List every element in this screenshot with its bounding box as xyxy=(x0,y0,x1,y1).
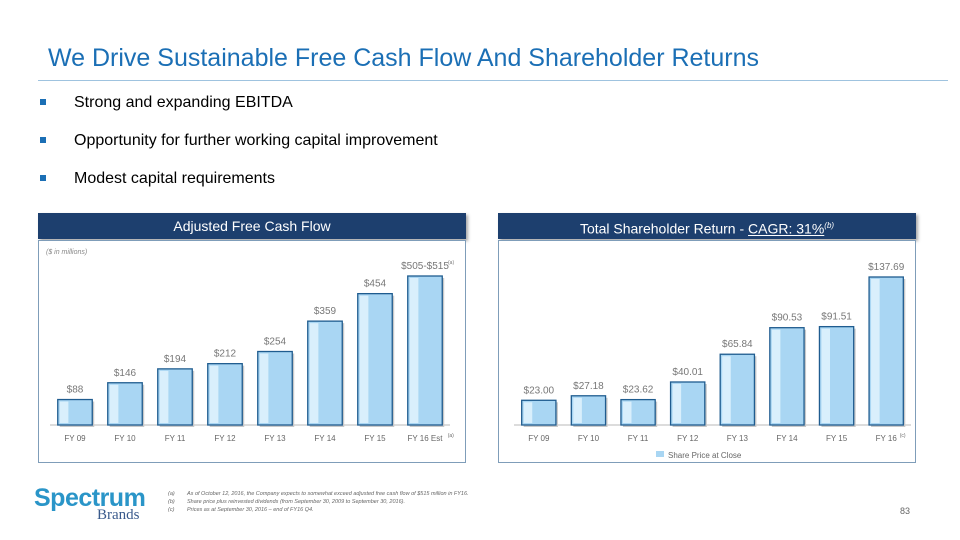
bar-highlight xyxy=(159,370,169,423)
fcf-units-label: ($ in millions) xyxy=(46,249,88,256)
footnote: (b) Share price plus reinvested dividends… xyxy=(168,498,469,506)
bar-highlight xyxy=(722,356,731,423)
bullet-text: Modest capital requirements xyxy=(74,170,275,187)
bullet-text: Strong and expanding EBITDA xyxy=(74,94,293,111)
bar-highlight xyxy=(109,384,119,423)
data-label: $212 xyxy=(214,349,237,360)
spectrum-brands-logo: Spectrum Brands xyxy=(34,484,154,524)
data-label: $137.69 xyxy=(868,262,905,273)
x-tick-label: FY 13 xyxy=(727,434,749,443)
tsr-cagr-label: CAGR: 31% xyxy=(748,220,825,237)
x-tick-note: (a) xyxy=(448,433,454,439)
bullet-list: Strong and expanding EBITDA Opportunity … xyxy=(40,92,438,206)
bar-highlight xyxy=(309,323,319,423)
x-tick-label: FY 16 xyxy=(876,434,898,443)
legend-label: Share Price at Close xyxy=(668,451,742,460)
x-tick-label: FY 14 xyxy=(776,434,798,443)
tsr-panel-header: Total Shareholder Return - CAGR: 31%(b) xyxy=(498,213,916,239)
footnote-text: Prices as at September 30, 2016 – end of… xyxy=(187,507,314,513)
fcf-panel-header: Adjusted Free Cash Flow xyxy=(38,213,466,239)
logo-subtitle: Brands xyxy=(97,507,140,523)
footnote-key: (a) xyxy=(168,491,175,497)
bullet-item: Modest capital requirements xyxy=(40,168,438,206)
bar-highlight xyxy=(523,402,533,423)
footnote-text: Share price plus reinvested dividends (f… xyxy=(187,499,405,505)
data-label: $254 xyxy=(264,337,287,348)
x-tick-label: FY 14 xyxy=(314,434,336,443)
x-tick-label: FY 10 xyxy=(578,434,600,443)
legend-swatch xyxy=(656,451,664,457)
x-tick-note: (c) xyxy=(900,433,906,439)
bullet-square-icon xyxy=(40,175,46,181)
data-label: $65.84 xyxy=(722,339,753,350)
footnote-key: (b) xyxy=(168,499,175,505)
data-label: $146 xyxy=(114,368,137,379)
x-tick-label: FY 15 xyxy=(826,434,848,443)
tsr-chart-panel: $23.00 FY 09 $27.18 FY 10 $23.62 FY 11 $40.01 F… xyxy=(498,240,916,463)
bar-highlight xyxy=(871,279,880,423)
title-divider xyxy=(38,80,948,81)
footnote: (a) As of October 12, 2016, the Company e… xyxy=(168,490,469,498)
footnote: (c) Prices as at September 30, 2016 – end… xyxy=(168,506,469,514)
bar-highlight xyxy=(573,397,582,423)
x-tick-label: FY 11 xyxy=(628,434,649,443)
bullet-square-icon xyxy=(40,137,46,143)
data-label: $88 xyxy=(67,385,84,396)
page-number: 83 xyxy=(900,506,911,516)
x-tick-label: FY 09 xyxy=(528,434,550,443)
data-label: $90.53 xyxy=(772,313,803,324)
fcf-chart-panel: $88 FY 09 $146 FY 10 $194 FY 11 $212 FY 12 $254 F… xyxy=(38,240,466,463)
x-tick-label: FY 13 xyxy=(264,434,286,443)
data-label: $454 xyxy=(364,279,387,290)
data-label: $91.51 xyxy=(821,312,852,323)
data-label: $359 xyxy=(314,306,337,317)
footnotes: (a) As of October 12, 2016, the Company e… xyxy=(168,490,469,514)
fcf-bar-chart: $88 FY 09 $146 FY 10 $194 FY 11 $212 FY 12 $254 F… xyxy=(50,260,454,443)
x-tick-label: FY 15 xyxy=(364,434,386,443)
data-label: $505-$515 xyxy=(401,261,449,272)
bar-highlight xyxy=(259,353,269,423)
x-tick-label: FY 16 Est xyxy=(408,434,444,443)
fcf-panel-title: Adjusted Free Cash Flow xyxy=(173,218,331,234)
bar-highlight xyxy=(209,365,219,423)
data-label-note: (a) xyxy=(448,260,454,266)
logo-wordmark: Spectrum xyxy=(34,484,146,512)
bullet-square-icon xyxy=(40,99,46,105)
slide-title: We Drive Sustainable Free Cash Flow And … xyxy=(48,44,759,72)
data-label: $23.00 xyxy=(524,385,555,396)
footnote-text: As of October 12, 2016, the Company expe… xyxy=(187,491,469,497)
bar-highlight xyxy=(672,383,682,423)
x-tick-label: FY 11 xyxy=(165,434,186,443)
bar-highlight xyxy=(409,278,419,423)
tsr-bar-chart: $23.00 FY 09 $27.18 FY 10 $23.62 FY 11 $40.01 F… xyxy=(514,262,911,460)
x-tick-label: FY 10 xyxy=(114,434,136,443)
x-tick-label: FY 12 xyxy=(677,434,699,443)
data-label: $27.18 xyxy=(573,381,604,392)
bullet-text: Opportunity for further working capital … xyxy=(74,132,438,149)
data-label: $23.62 xyxy=(623,385,654,396)
bar-highlight xyxy=(359,295,369,423)
data-label: $40.01 xyxy=(672,367,703,378)
bullet-item: Opportunity for further working capital … xyxy=(40,130,438,168)
footnote-key: (c) xyxy=(168,507,175,513)
bar-highlight xyxy=(59,401,69,423)
tsr-panel-title: Total Shareholder Return - xyxy=(579,220,749,237)
bar-highlight xyxy=(771,329,781,423)
bullet-item: Strong and expanding EBITDA xyxy=(40,92,438,130)
tsr-header-footnote: (b) xyxy=(824,221,835,230)
bar-highlight xyxy=(821,328,831,423)
x-tick-label: FY 12 xyxy=(214,434,236,443)
data-label: $194 xyxy=(164,354,187,365)
bar-highlight xyxy=(622,401,632,423)
x-tick-label: FY 09 xyxy=(64,434,86,443)
